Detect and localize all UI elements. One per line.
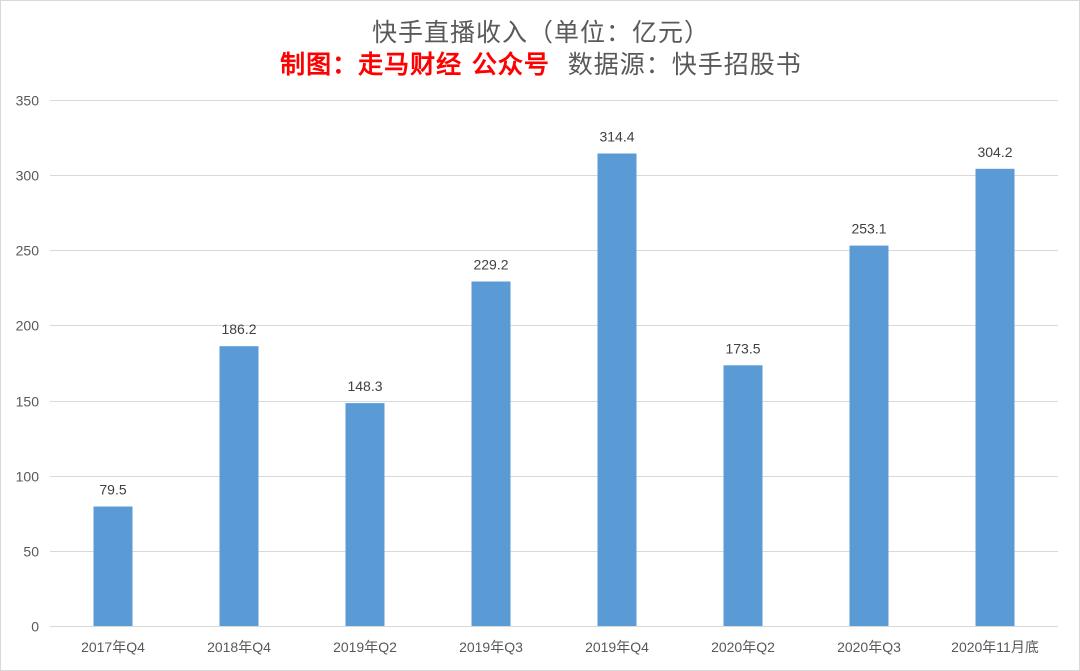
data-label: 186.2 — [221, 321, 256, 337]
bar — [975, 168, 1015, 627]
bar — [723, 365, 763, 626]
y-tick-label: 250 — [16, 243, 40, 259]
y-tick-label: 300 — [16, 168, 40, 184]
y-tick-label: 200 — [16, 318, 40, 334]
chart-subtitle: 制图：走马财经 公众号 数据源：快手招股书 — [1, 45, 1080, 81]
x-tick-label: 2020年11月底 — [951, 639, 1039, 655]
bar — [345, 403, 385, 626]
y-tick-label: 100 — [16, 469, 40, 485]
data-label: 173.5 — [725, 340, 760, 356]
bar — [471, 281, 511, 626]
x-tick-label: 2019年Q3 — [459, 639, 523, 655]
x-tick-label: 2020年Q2 — [711, 639, 775, 655]
data-label: 229.2 — [473, 257, 508, 273]
bar — [93, 506, 133, 626]
y-tick-label: 50 — [23, 544, 39, 560]
data-label: 304.2 — [977, 144, 1012, 160]
data-label: 79.5 — [99, 482, 126, 498]
y-tick-label: 150 — [16, 394, 40, 410]
x-tick-label: 2019年Q4 — [585, 639, 649, 655]
x-tick-label: 2018年Q4 — [207, 639, 271, 655]
data-label: 148.3 — [347, 378, 382, 394]
bar — [849, 245, 889, 626]
y-tick-label: 350 — [16, 93, 40, 109]
bar — [219, 346, 259, 626]
data-label: 253.1 — [851, 221, 886, 237]
y-tick-label: 0 — [31, 619, 39, 635]
subtitle-source: 数据源：快手招股书 — [567, 50, 802, 79]
x-tick-label: 2020年Q3 — [837, 639, 901, 655]
bar — [597, 153, 637, 626]
data-label: 314.4 — [599, 129, 634, 145]
x-tick-label: 2017年Q4 — [81, 639, 145, 655]
subtitle-credit: 制图：走马财经 公众号 — [280, 50, 550, 79]
x-tick-label: 2019年Q2 — [333, 639, 397, 655]
chart-title: 快手直播收入（单位：亿元） — [371, 18, 710, 47]
